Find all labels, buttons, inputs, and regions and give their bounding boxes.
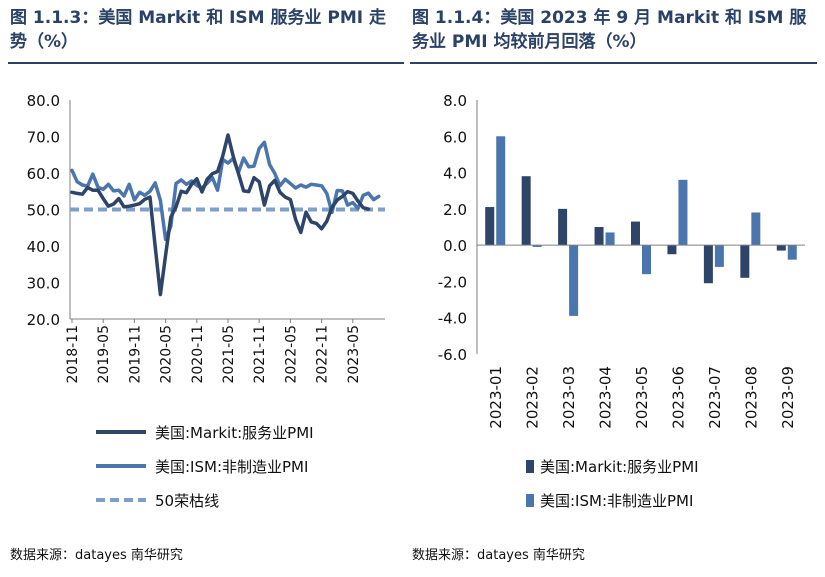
bar-markit	[667, 245, 677, 255]
y-tick-label: -6.0	[438, 346, 467, 364]
y-tick-label: 0.0	[443, 237, 467, 255]
x-tick-label: 2020-05	[159, 325, 175, 384]
right-title-divider	[410, 62, 817, 64]
y-tick-label: 4.0	[443, 165, 467, 183]
bar-markit	[485, 207, 495, 246]
right-chart-title: 图 1.1.4：美国 2023 年 9 月 Markit 和 ISM 服务业 P…	[412, 8, 807, 52]
y-tick-label: 70.0	[27, 129, 60, 147]
bar-markit	[740, 245, 750, 278]
y-tick-label: 80.0	[27, 92, 60, 110]
y-tick-label: -2.0	[438, 273, 467, 291]
x-tick-label: 2021-11	[252, 325, 268, 384]
bar-markit	[521, 176, 531, 246]
bar-markit	[703, 245, 713, 284]
right-source-note: 数据来源：datayes 南华研究	[412, 548, 585, 563]
bar-markit	[594, 227, 604, 246]
bar-ism	[678, 179, 688, 246]
x-tick-label: 2022-11	[315, 325, 331, 384]
x-tick-label: 2021-05	[221, 325, 237, 384]
x-tick-label: 2023-09	[779, 366, 797, 429]
left-title-divider	[8, 62, 404, 64]
series-line-ism	[70, 140, 381, 242]
legend-label-ism: 美国:ISM:非制造业PMI	[155, 458, 308, 476]
x-tick-label: 2023-03	[560, 366, 578, 429]
x-tick-label: 2018-11	[65, 325, 81, 384]
bar-markit	[558, 208, 568, 246]
x-tick-label: 2020-11	[190, 325, 206, 384]
x-tick-label: 2023-05	[346, 325, 362, 384]
x-tick-label: 2019-05	[96, 325, 112, 384]
legend-label-markit: 美国:Markit:服务业PMI	[540, 458, 699, 476]
bar-ism	[751, 212, 761, 246]
y-tick-label: 30.0	[27, 275, 60, 293]
legend-label-ism: 美国:ISM:非制造业PMI	[540, 492, 693, 510]
x-tick-label: 2023-07	[706, 366, 724, 429]
bar-ism	[605, 232, 615, 246]
legend-swatch-ism	[526, 494, 534, 507]
legend-swatch-markit	[526, 460, 534, 473]
x-tick-label: 2023-02	[524, 366, 542, 429]
bar-ism	[496, 136, 506, 246]
bar-ism	[714, 245, 724, 267]
x-tick-label: 2023-08	[742, 366, 760, 429]
bar-ism	[532, 245, 542, 247]
bar-markit	[631, 221, 640, 246]
y-tick-label: 20.0	[27, 311, 60, 329]
legend-label-markit: 美国:Markit:服务业PMI	[155, 424, 314, 442]
x-tick-label: 2022-05	[283, 325, 299, 384]
y-tick-label: 50.0	[27, 202, 60, 220]
y-tick-label: -4.0	[438, 310, 467, 328]
bar-ism	[787, 245, 797, 260]
x-tick-label: 2023-04	[597, 366, 615, 429]
left-source-note: 数据来源：datayes 南华研究	[10, 548, 183, 563]
y-tick-label: 40.0	[27, 238, 60, 256]
legend-label-threshold: 50荣枯线	[155, 492, 219, 510]
y-tick-label: 6.0	[443, 128, 467, 146]
series-line-markit	[70, 133, 371, 297]
x-tick-label: 2023-06	[669, 366, 687, 429]
y-tick-label: 8.0	[443, 92, 467, 110]
y-tick-label: 2.0	[443, 201, 467, 219]
y-tick-label: 60.0	[27, 165, 60, 183]
x-tick-label: 2019-11	[127, 325, 143, 384]
bar-ism	[642, 245, 651, 275]
x-tick-label: 2023-05	[633, 366, 651, 429]
bar-ism	[569, 245, 579, 316]
x-tick-label: 2023-01	[487, 366, 505, 429]
bar-markit	[776, 245, 786, 251]
left-chart-title: 图 1.1.3：美国 Markit 和 ISM 服务业 PMI 走势（%）	[10, 8, 387, 52]
